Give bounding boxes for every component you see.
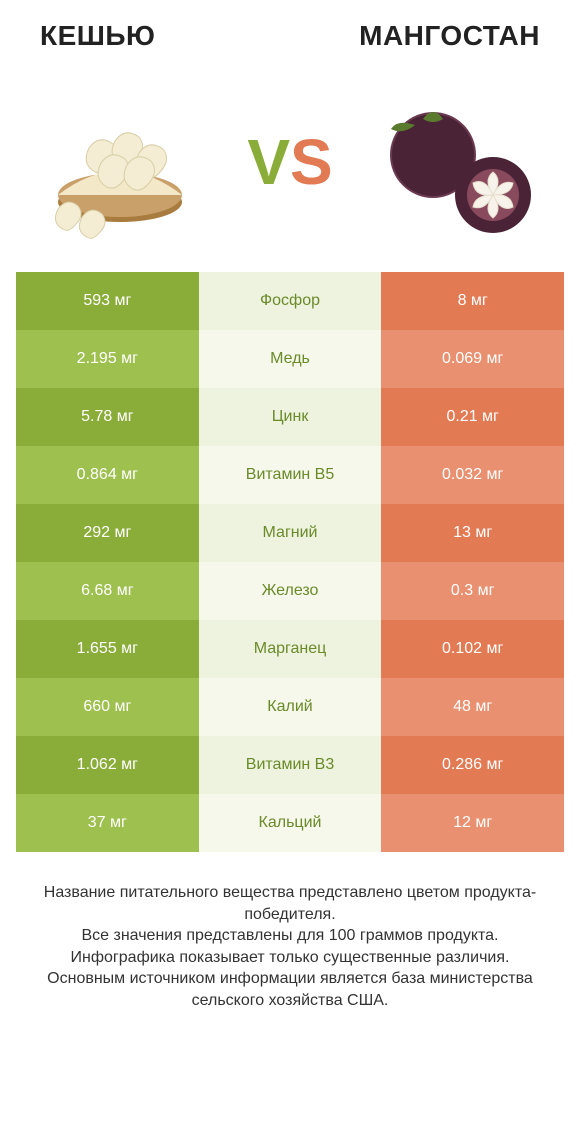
table-row: 6.68 мгЖелезо0.3 мг xyxy=(16,562,564,620)
table-row: 5.78 мгЦинк0.21 мг xyxy=(16,388,564,446)
table-row: 660 мгКалий48 мг xyxy=(16,678,564,736)
footnote-line: Название питательного вещества представл… xyxy=(26,882,554,925)
nutrient-label: Фосфор xyxy=(199,272,382,330)
left-value: 593 мг xyxy=(16,272,199,330)
table-row: 37 мгКальций12 мг xyxy=(16,794,564,852)
footnote-line: Инфографика показывает только существенн… xyxy=(26,947,554,969)
right-value: 0.069 мг xyxy=(381,330,564,388)
right-value: 0.102 мг xyxy=(381,620,564,678)
table-row: 292 мгМагний13 мг xyxy=(16,504,564,562)
table-row: 1.655 мгМарганец0.102 мг xyxy=(16,620,564,678)
left-value: 5.78 мг xyxy=(16,388,199,446)
left-value: 1.062 мг xyxy=(16,736,199,794)
right-value: 0.286 мг xyxy=(381,736,564,794)
right-value: 0.21 мг xyxy=(381,388,564,446)
right-value: 13 мг xyxy=(381,504,564,562)
nutrient-label: Железо xyxy=(199,562,382,620)
right-value: 12 мг xyxy=(381,794,564,852)
right-product-title: МАНГОСТАН xyxy=(359,20,540,52)
comparison-table: 593 мгФосфор8 мг2.195 мгМедь0.069 мг5.78… xyxy=(0,272,580,852)
left-value: 292 мг xyxy=(16,504,199,562)
left-value: 37 мг xyxy=(16,794,199,852)
footnote: Название питательного вещества представл… xyxy=(0,852,580,1032)
left-value: 2.195 мг xyxy=(16,330,199,388)
nutrient-label: Витамин B5 xyxy=(199,446,382,504)
nutrient-label: Калий xyxy=(199,678,382,736)
nutrient-label: Марганец xyxy=(199,620,382,678)
right-value: 0.032 мг xyxy=(381,446,564,504)
nutrient-label: Витамин B3 xyxy=(199,736,382,794)
right-value: 48 мг xyxy=(381,678,564,736)
vs-label: VS xyxy=(247,125,332,199)
left-product-image xyxy=(30,72,210,252)
nutrient-label: Медь xyxy=(199,330,382,388)
left-value: 6.68 мг xyxy=(16,562,199,620)
nutrient-label: Кальций xyxy=(199,794,382,852)
table-row: 593 мгФосфор8 мг xyxy=(16,272,564,330)
left-value: 660 мг xyxy=(16,678,199,736)
right-value: 8 мг xyxy=(381,272,564,330)
mangosteen-icon xyxy=(375,77,545,247)
right-product-image xyxy=(370,72,550,252)
nutrient-label: Магний xyxy=(199,504,382,562)
table-row: 2.195 мгМедь0.069 мг xyxy=(16,330,564,388)
left-value: 0.864 мг xyxy=(16,446,199,504)
footnote-line: Все значения представлены для 100 граммо… xyxy=(26,925,554,947)
image-row: VS xyxy=(0,62,580,272)
left-product-title: КЕШЬЮ xyxy=(40,20,155,52)
nutrient-label: Цинк xyxy=(199,388,382,446)
footnote-line: Основным источником информации является … xyxy=(26,968,554,1011)
left-value: 1.655 мг xyxy=(16,620,199,678)
table-row: 0.864 мгВитамин B50.032 мг xyxy=(16,446,564,504)
right-value: 0.3 мг xyxy=(381,562,564,620)
cashew-icon xyxy=(35,77,205,247)
header: КЕШЬЮ МАНГОСТАН xyxy=(0,0,580,62)
vs-s: S xyxy=(290,125,333,199)
vs-v: V xyxy=(247,125,290,199)
table-row: 1.062 мгВитамин B30.286 мг xyxy=(16,736,564,794)
